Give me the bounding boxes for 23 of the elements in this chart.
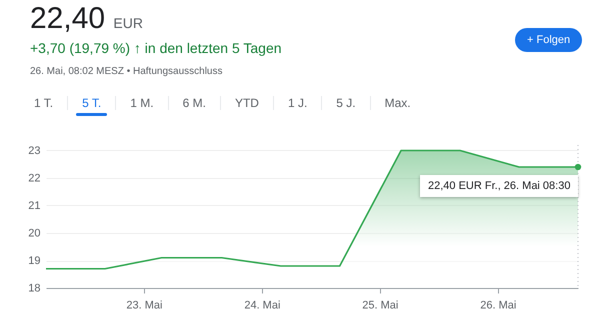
x-tick-label: 23. Mai: [126, 300, 162, 312]
text: 1 J.: [272, 96, 322, 110]
y-tick-label: 23: [28, 145, 40, 157]
annotation: 22,40 EUR Fr., 26. Mai 08:30: [420, 175, 578, 197]
text: YTD: [220, 96, 273, 110]
x-tick-label: 25. Mai: [362, 300, 398, 312]
y-tick-label: 20: [28, 228, 40, 240]
chart-title: 22,40 EUR: [30, 2, 143, 36]
text: 6 M.: [168, 96, 220, 110]
y-tick-label: 22: [28, 172, 40, 184]
chart-subtitle: +3,70 (19,79 %) ↑ in den letzten 5 Tagen: [30, 40, 282, 56]
text: 1 M.: [115, 96, 168, 110]
y-tick-label: 19: [28, 255, 40, 267]
follow-button[interactable]: + Folgen: [515, 28, 582, 52]
text: 5 J.: [321, 96, 370, 110]
x-tick-label: 24. Mai: [244, 300, 280, 312]
text: 1 T.: [33, 96, 54, 110]
text: 26. Mai, 08:02 MESZ • Haftungsausschluss: [30, 66, 222, 77]
x-tick-label: 26. Mai: [480, 300, 516, 312]
text: 5 T.: [67, 96, 116, 110]
y-tick-label: 18: [28, 282, 40, 294]
text: Max.: [370, 96, 425, 110]
y-tick-label: 21: [28, 200, 40, 212]
